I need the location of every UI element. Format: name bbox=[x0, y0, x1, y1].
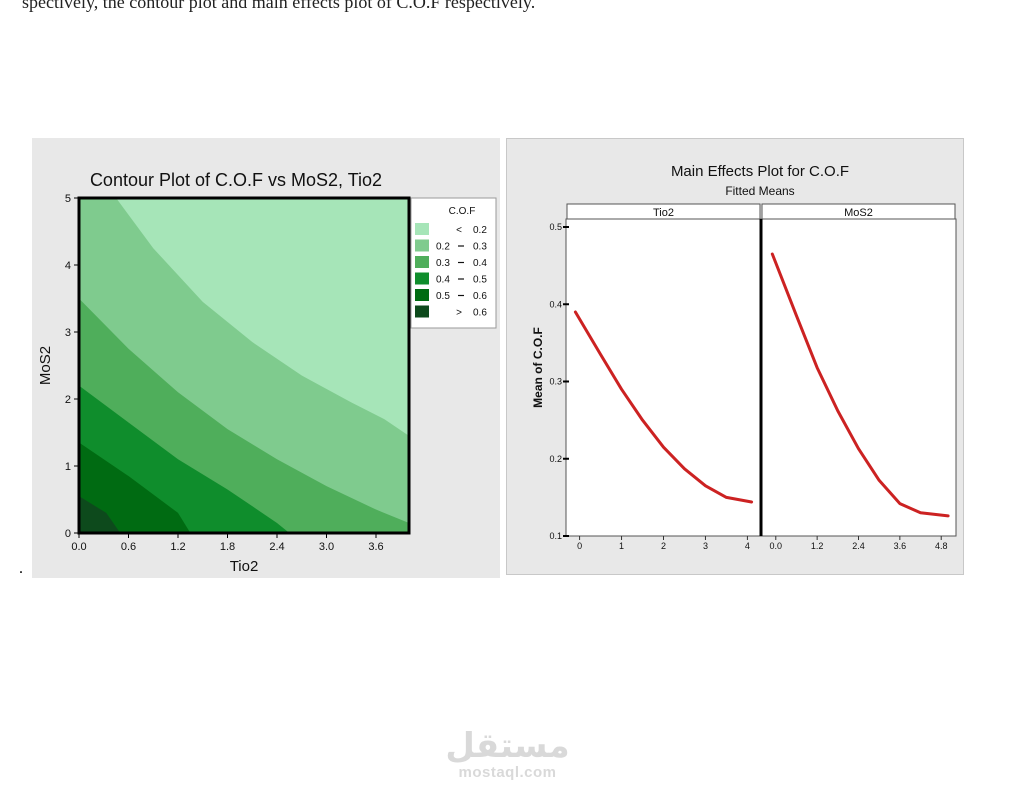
contour-legend-title: C.O.F bbox=[449, 206, 476, 217]
watermark-site: mostaql.com bbox=[458, 764, 557, 781]
contour-legend-swatch bbox=[415, 305, 429, 318]
contour-plot-panel: Contour Plot of C.O.F vs MoS2, Tio2 0.0 0.… bbox=[32, 138, 500, 578]
contour-x-tick-label: 3.0 bbox=[319, 541, 334, 553]
main-effects-title: Main Effects Plot for C.O.F bbox=[671, 163, 849, 180]
main-effects-x-tick-label: 1.2 bbox=[811, 541, 824, 551]
contour-legend-high: 0.6 bbox=[473, 308, 487, 319]
main-effects-x-tick-label: 4 bbox=[745, 541, 750, 551]
contour-legend-low: 0.4 bbox=[436, 275, 450, 286]
main-effects-x-tick-label: 2.4 bbox=[852, 541, 865, 551]
main-effects-panel-header-Tio2 bbox=[566, 203, 761, 220]
contour-region-level-0.6 bbox=[79, 496, 121, 533]
main-effects-y-tick-label: 0.4 bbox=[549, 299, 562, 309]
contour-region-level-0.5 bbox=[79, 442, 191, 533]
main-effects-panel-label: Tio2 bbox=[653, 207, 674, 219]
contour-plot: Contour Plot of C.O.F vs MoS2, Tio2 0.0 0.… bbox=[37, 170, 497, 575]
main-effects-x-tick-label: 4.8 bbox=[935, 541, 948, 551]
contour-legend-symbol: > bbox=[456, 308, 462, 319]
contour-y-tick-label: 5 bbox=[65, 193, 71, 205]
contour-legend-high: 0.3 bbox=[473, 242, 487, 253]
contour-legend-swatch bbox=[415, 239, 429, 252]
contour-legend: C.O.F < 0.2 0.2 0.3 0.3 0.4 0.4 0.5 0.5 0.6 > 0.6 bbox=[410, 197, 497, 329]
main-effects-panel-header-MoS2 bbox=[761, 203, 956, 220]
contour-x-tick-label: 1.8 bbox=[220, 541, 235, 553]
main-effects-y-tick-label: 0.3 bbox=[549, 377, 562, 387]
main-effects-x-tick-label: 2 bbox=[661, 541, 666, 551]
contour-legend-high: 0.5 bbox=[473, 275, 487, 286]
main-effects-plot: Main Effects Plot for C.O.F Fitted Means T… bbox=[531, 163, 957, 551]
contour-x-axis-label: Tio2 bbox=[230, 558, 259, 575]
main-effects-y-tick-label: 0.1 bbox=[549, 531, 562, 541]
contour-legend-swatch bbox=[415, 256, 429, 268]
main-effects-panel-label: MoS2 bbox=[844, 207, 873, 219]
main-effects-y-tick-label: 0.2 bbox=[549, 454, 562, 464]
contour-y-axis-label: MoS2 bbox=[37, 346, 54, 385]
main-effects-x-tick-label: 3.6 bbox=[894, 541, 907, 551]
contour-regions bbox=[79, 198, 409, 533]
contour-y-tick-label: 4 bbox=[65, 260, 71, 272]
contour-x-tick-label: 3.6 bbox=[368, 541, 383, 553]
main-effects-x-tick-label: 1 bbox=[619, 541, 624, 551]
contour-legend-low: 0.3 bbox=[436, 258, 450, 269]
main-effects-x-tick-label: 0 bbox=[577, 541, 582, 551]
contour-y-tick-label: 0 bbox=[65, 528, 71, 540]
contour-x-tick-label: 0.0 bbox=[71, 541, 86, 553]
main-effects-x-tick-label: 0.0 bbox=[770, 541, 783, 551]
contour-legend-swatch bbox=[415, 289, 429, 301]
contour-y-tick-label: 1 bbox=[65, 461, 71, 473]
main-effects-y-axis-label: Mean of C.O.F bbox=[531, 327, 545, 408]
contour-legend-swatch bbox=[415, 223, 429, 235]
contour-plot-frame bbox=[77, 196, 411, 535]
contour-legend-high: 0.6 bbox=[473, 291, 487, 302]
contour-legend-symbol: < bbox=[456, 225, 462, 236]
contour-x-tick-label: 2.4 bbox=[269, 541, 284, 553]
main-effects-subtitle: Fitted Means bbox=[725, 184, 794, 198]
watermark-logo: مستقل bbox=[445, 726, 570, 766]
watermark: مستقل mostaql.com bbox=[440, 728, 575, 782]
main-effects-curve-MoS2 bbox=[770, 252, 950, 518]
contour-title: Contour Plot of C.O.F vs MoS2, Tio2 bbox=[90, 170, 382, 190]
contour-y-tick-label: 2 bbox=[65, 394, 71, 406]
main-effects-x-tick-label: 3 bbox=[703, 541, 708, 551]
main-effects-y-tick-label: 0.5 bbox=[549, 222, 562, 232]
page-text-fragment: spectively, the contour plot and main ef… bbox=[22, 0, 536, 12]
main-effects-plot-panel: Main Effects Plot for C.O.F Fitted Means T… bbox=[506, 138, 964, 575]
page-marker: . bbox=[19, 560, 23, 577]
contour-y-tick-label: 3 bbox=[65, 327, 71, 339]
contour-legend-low: 0.2 bbox=[436, 242, 450, 253]
contour-legend-low: 0.5 bbox=[436, 291, 450, 302]
contour-legend-high: 0.2 bbox=[473, 225, 487, 236]
contour-legend-swatch bbox=[415, 272, 429, 285]
contour-x-tick-label: 1.2 bbox=[170, 541, 185, 553]
contour-legend-high: 0.4 bbox=[473, 258, 487, 269]
contour-x-tick-label: 0.6 bbox=[121, 541, 136, 553]
main-effects-curve-Tio2 bbox=[573, 310, 754, 504]
